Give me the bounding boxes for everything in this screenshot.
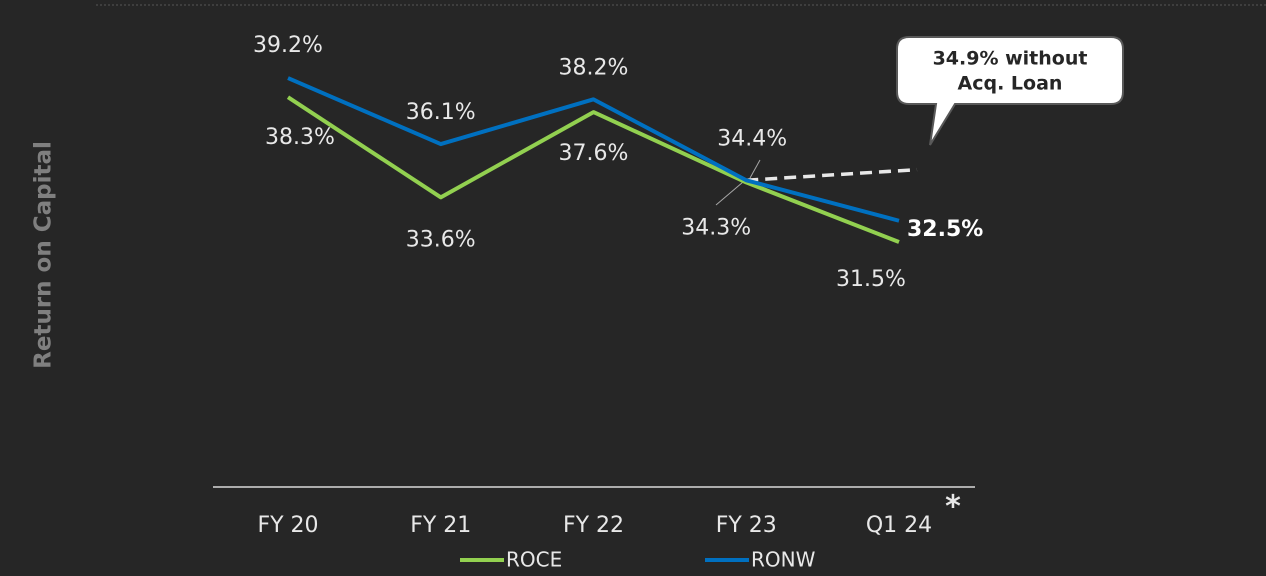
y-axis-label: Return on Capital [31, 141, 57, 369]
legend-label: RONW [751, 548, 816, 572]
data-label: 34.4% [717, 126, 787, 151]
data-label: 39.2% [253, 33, 323, 58]
data-label: 31.5% [836, 267, 906, 292]
leader-line [749, 159, 761, 179]
footnote-marker: * [945, 490, 961, 525]
data-label: 37.6% [559, 141, 629, 166]
x-tick-label: Q1 24 [866, 513, 932, 538]
legend-label: ROCE [506, 548, 562, 572]
callout-text: 34.9% without [933, 48, 1088, 70]
data-label: 36.1% [406, 100, 476, 125]
data-label: 38.3% [265, 125, 335, 150]
line-series [287, 76, 900, 223]
adjusted-dashed-line [746, 167, 918, 183]
x-tick-label: FY 21 [410, 513, 471, 538]
callout-text: Acq. Loan [958, 73, 1063, 95]
x-tick-label: FY 23 [716, 513, 777, 538]
x-tick-label: FY 20 [257, 513, 318, 538]
data-label: 34.3% [681, 215, 751, 240]
leader-line [715, 181, 744, 206]
callout-bubble [896, 36, 1124, 146]
data-label: 33.6% [406, 227, 476, 252]
data-label: 32.5% [907, 217, 983, 242]
data-label: 38.2% [559, 55, 629, 80]
line-series [286, 95, 900, 244]
x-tick-label: FY 22 [563, 513, 624, 538]
